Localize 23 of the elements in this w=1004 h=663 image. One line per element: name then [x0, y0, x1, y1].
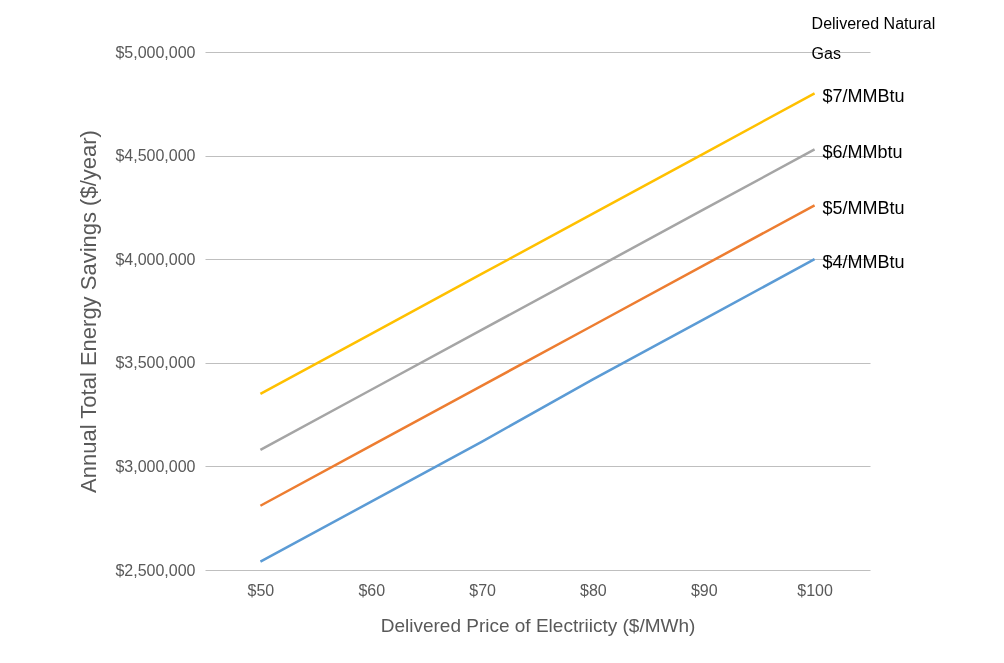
- x-axis-title: Delivered Price of Electriicty ($/MWh): [380, 614, 696, 636]
- series-label: $7/MMBtu: [822, 86, 905, 107]
- line-series: [259, 257, 816, 563]
- y-axis-title: Annual Total Energy Savings ($/year): [76, 130, 102, 493]
- y-tick-label: $5,000,000: [115, 43, 196, 61]
- x-tick-label: $90: [690, 581, 718, 599]
- x-tick-label: $60: [358, 581, 386, 599]
- x-tick-label: $70: [469, 581, 497, 599]
- x-tick-label: $50: [247, 581, 275, 599]
- y-tick-label: $2,500,000: [115, 561, 196, 579]
- y-tick-label: $3,500,000: [115, 354, 196, 372]
- legend-title: Delivered Natural Gas: [811, 15, 936, 62]
- series-label: $5/MMBtu: [822, 198, 905, 219]
- y-tick-label: $3,000,000: [115, 457, 196, 475]
- line-series: [259, 204, 816, 508]
- x-tick-label: $100: [797, 581, 833, 599]
- series-label: $6/MMbtu: [822, 142, 903, 163]
- line-series: [259, 92, 816, 396]
- line-series: [259, 148, 816, 452]
- y-tick-label: $4,500,000: [115, 147, 196, 165]
- series-label: $4/MMBtu: [822, 252, 905, 273]
- x-tick-label: $80: [580, 581, 607, 599]
- y-tick-label: $4,000,000: [115, 250, 196, 268]
